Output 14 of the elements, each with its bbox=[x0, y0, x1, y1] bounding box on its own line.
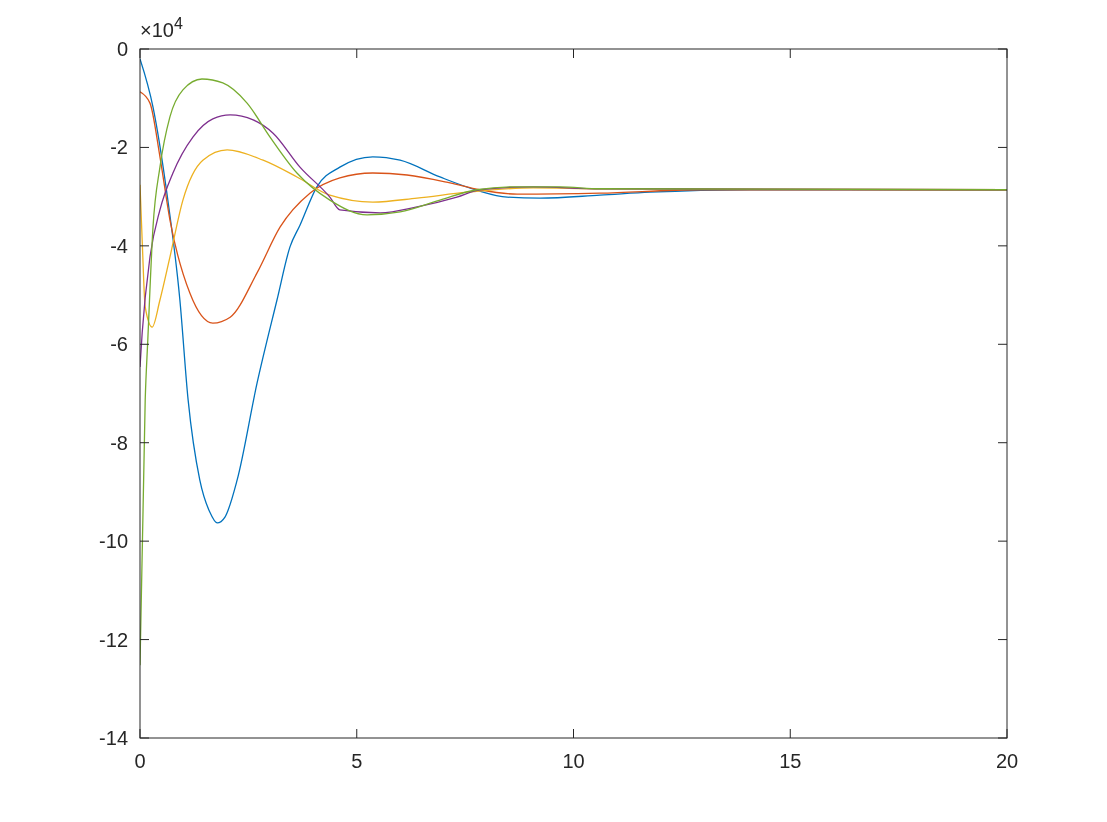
y-tick-label: -4 bbox=[110, 234, 128, 257]
y-tick-label: 0 bbox=[116, 38, 128, 60]
y-tick-label: -6 bbox=[110, 333, 128, 356]
x-tick-label: 15 bbox=[779, 750, 802, 772]
y-tick-label: -8 bbox=[110, 431, 128, 454]
text: ×10$^{4}$ bbox=[140, 14, 183, 41]
x-tick-label: 5 bbox=[351, 750, 363, 772]
y-tick-label: -2 bbox=[110, 136, 128, 159]
x-tick-label: 20 bbox=[995, 750, 1019, 772]
y-tick-label: -10 bbox=[99, 530, 128, 553]
y-tick-label: -12 bbox=[99, 628, 128, 651]
x-tick-label: 0 bbox=[134, 750, 146, 772]
y-tick-label: -14 bbox=[99, 727, 128, 749]
x-tick-label: 10 bbox=[562, 750, 585, 772]
